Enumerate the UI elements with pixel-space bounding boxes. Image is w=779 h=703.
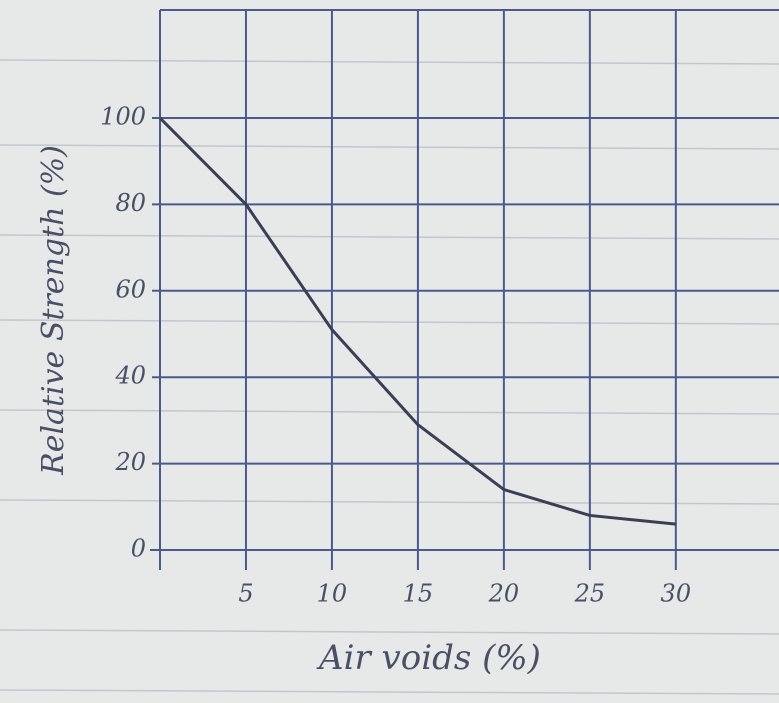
- x-tick-label: 20: [488, 580, 520, 608]
- y-tick-label: 0: [131, 535, 146, 563]
- y-axis-label: Relative Strength (%): [36, 145, 71, 476]
- x-axis-label: Air voids (%): [316, 638, 541, 678]
- chart: Air voids (%) Relative Strength (%) 0 20 4…: [0, 0, 779, 703]
- y-tick-label: 60: [115, 275, 146, 303]
- x-tick-label: 30: [661, 580, 692, 608]
- y-tick-label: 20: [114, 448, 146, 476]
- y-tick-label: 80: [115, 189, 146, 217]
- y-tick-label: 40: [114, 362, 146, 390]
- x-tick-label: 15: [403, 580, 434, 608]
- x-tick-label: 10: [317, 580, 348, 608]
- x-tick-label: 25: [574, 580, 606, 608]
- x-tick-label: 5: [238, 580, 253, 608]
- y-tick-label: 100: [100, 103, 146, 131]
